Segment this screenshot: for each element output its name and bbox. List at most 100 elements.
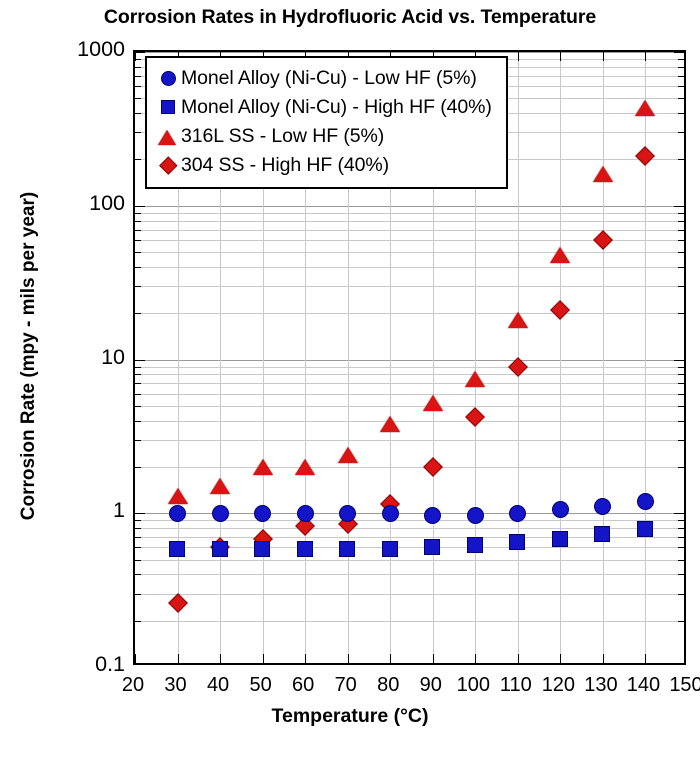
y-tick xyxy=(135,520,141,522)
x-axis-title: Temperature (°C) xyxy=(271,705,429,727)
gridline-horizontal xyxy=(135,559,684,561)
gridline-horizontal xyxy=(135,405,684,407)
data-point xyxy=(337,446,358,464)
y-tick-right xyxy=(678,113,684,115)
y-tick-label: 10 xyxy=(101,344,125,369)
y-tick xyxy=(135,420,141,422)
gridline-horizontal xyxy=(135,393,684,395)
data-point xyxy=(594,498,612,516)
gridline-horizontal xyxy=(135,593,684,595)
data-point xyxy=(211,504,229,522)
x-tick-label: 90 xyxy=(419,674,442,696)
x-tick-label: 110 xyxy=(499,674,532,696)
gridline-vertical xyxy=(177,52,179,663)
y-tick-right xyxy=(678,239,684,241)
data-point xyxy=(466,506,484,524)
gridline-horizontal xyxy=(135,528,684,530)
legend-item[interactable]: Monel Alloy (Ni-Cu) - Low HF (5%) xyxy=(157,64,492,93)
x-tick xyxy=(602,654,604,663)
y-tick xyxy=(135,229,141,231)
data-point xyxy=(550,246,571,264)
data-point xyxy=(169,504,187,522)
data-point xyxy=(550,300,571,320)
legend-item[interactable]: 304 SS - High HF (40%) xyxy=(157,151,492,180)
y-tick xyxy=(135,466,141,468)
x-tick xyxy=(475,654,477,663)
data-point xyxy=(167,593,188,614)
y-tick-right xyxy=(678,520,684,522)
data-point xyxy=(296,541,314,558)
gridline-horizontal xyxy=(135,229,684,231)
data-point xyxy=(339,504,357,522)
y-tick xyxy=(135,513,145,515)
data-point xyxy=(551,501,569,519)
legend-item-label: 304 SS - High HF (40%) xyxy=(181,154,390,176)
y-tick xyxy=(135,593,141,595)
y-tick xyxy=(135,86,141,88)
y-tick-right xyxy=(678,420,684,422)
x-tick-top xyxy=(135,52,136,61)
y-tick xyxy=(135,75,141,77)
data-point xyxy=(169,541,186,558)
y-tick xyxy=(135,239,141,241)
y-tick xyxy=(135,547,141,549)
y-tick-label: 100 xyxy=(89,190,125,215)
x-tick xyxy=(262,654,264,663)
data-point xyxy=(211,541,229,558)
gridline-horizontal xyxy=(135,266,684,268)
gridline-horizontal xyxy=(135,212,684,214)
gridline-horizontal xyxy=(135,574,684,576)
x-tick-label: 50 xyxy=(249,674,272,696)
y-tick-right xyxy=(678,528,684,530)
y-tick xyxy=(135,159,141,161)
x-tick xyxy=(390,654,392,663)
y-tick-right xyxy=(678,620,684,622)
y-tick xyxy=(135,405,141,407)
gridline-horizontal xyxy=(135,313,684,315)
gridline-horizontal xyxy=(135,374,684,376)
gridline-vertical xyxy=(305,52,307,663)
y-tick xyxy=(135,439,141,441)
gridline-horizontal xyxy=(135,420,684,422)
x-tick-top xyxy=(645,52,647,61)
y-tick xyxy=(135,252,141,254)
y-tick-right xyxy=(678,537,684,539)
y-tick xyxy=(135,286,141,288)
x-tick-label: 100 xyxy=(456,674,490,696)
data-point xyxy=(422,457,443,477)
gridline-vertical xyxy=(475,52,477,663)
gridline-horizontal xyxy=(135,537,684,539)
diamond-marker-icon xyxy=(157,155,179,177)
gridline-horizontal xyxy=(135,520,684,522)
y-tick-right xyxy=(674,205,684,207)
y-tick-label: 1 xyxy=(113,498,125,523)
y-tick xyxy=(135,66,141,68)
gridline-vertical xyxy=(602,52,604,663)
data-point xyxy=(466,536,484,554)
data-point xyxy=(339,541,356,558)
x-tick xyxy=(177,654,179,663)
y-tick xyxy=(135,559,141,561)
data-point xyxy=(509,533,526,551)
x-tick-label: 30 xyxy=(164,674,187,696)
data-point xyxy=(295,458,316,476)
data-point xyxy=(551,530,569,548)
legend-item[interactable]: Monel Alloy (Ni-Cu) - High HF (40%) xyxy=(157,93,492,122)
y-tick-right xyxy=(678,98,684,100)
y-tick xyxy=(135,220,141,222)
y-tick xyxy=(135,205,145,207)
x-tick xyxy=(305,654,307,663)
data-point xyxy=(635,99,656,117)
data-point xyxy=(422,394,443,412)
data-point xyxy=(507,356,528,377)
y-tick xyxy=(135,359,145,361)
gridline-vertical xyxy=(390,52,392,663)
y-tick-right xyxy=(678,286,684,288)
y-tick-right xyxy=(678,393,684,395)
y-tick xyxy=(135,537,141,539)
y-tick xyxy=(135,528,141,530)
gridline-vertical xyxy=(560,52,562,663)
gridline-vertical xyxy=(347,52,349,663)
legend-item[interactable]: 316L SS - Low HF (5%) xyxy=(157,122,492,151)
data-point xyxy=(254,541,271,558)
